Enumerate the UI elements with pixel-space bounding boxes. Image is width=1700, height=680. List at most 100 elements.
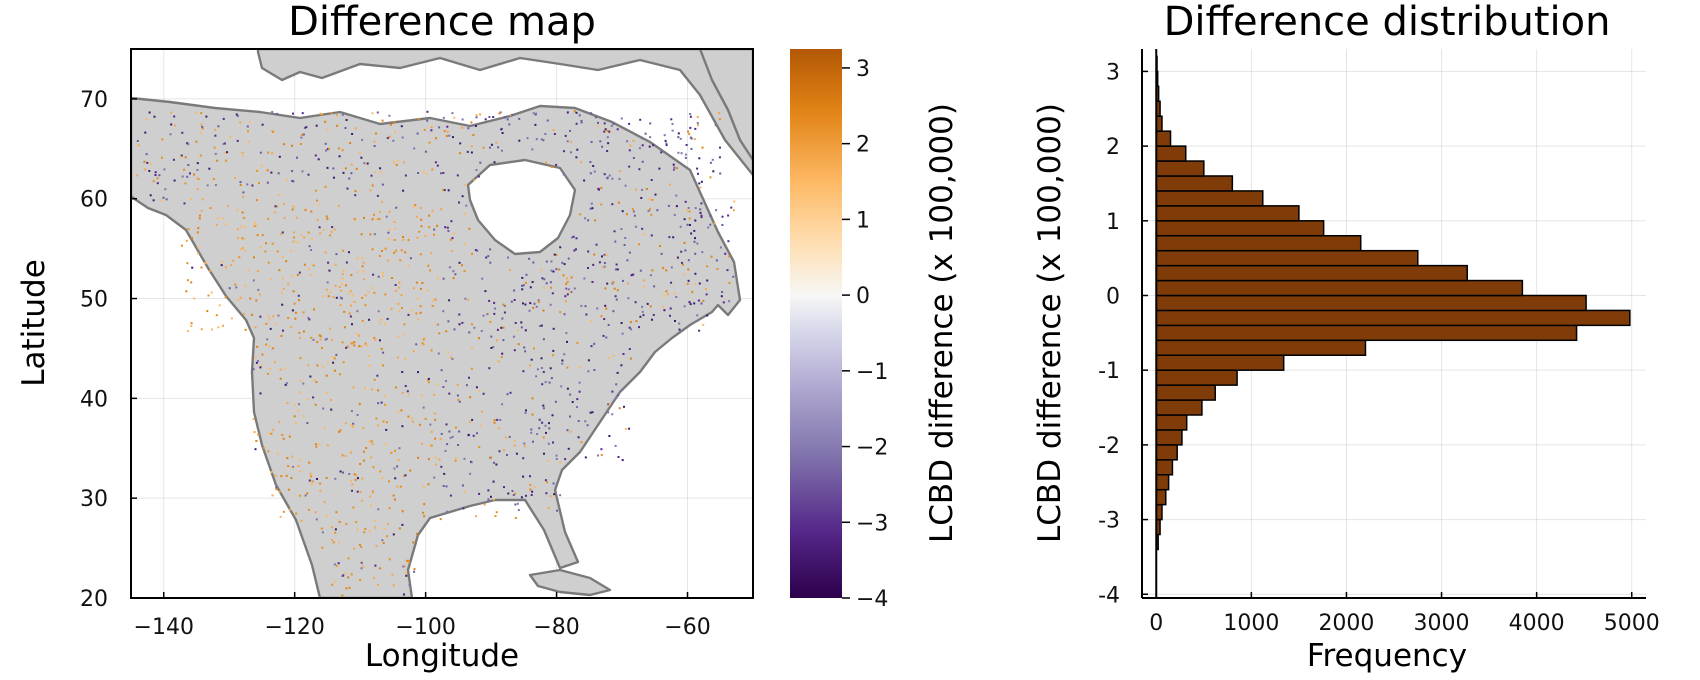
map-pixel	[416, 132, 419, 135]
map-pixel	[363, 531, 366, 534]
map-pixel	[382, 542, 385, 544]
map-pixel	[256, 199, 258, 202]
map-pixel	[279, 368, 282, 371]
map-pixel	[137, 144, 140, 147]
map-pixel	[535, 138, 538, 141]
map-xtick-label: −120	[264, 615, 324, 640]
map-pixel	[718, 156, 721, 159]
map-pixel	[537, 299, 540, 302]
map-pixel	[428, 226, 431, 229]
map-pixel	[347, 557, 350, 560]
map-pixel	[321, 546, 324, 549]
map-pixel	[530, 431, 533, 434]
map-pixel	[407, 561, 410, 564]
map-pixel	[511, 113, 514, 116]
map-pixel	[553, 493, 556, 496]
map-pixel	[282, 143, 285, 146]
map-pixel	[404, 474, 407, 477]
map-pixel	[569, 415, 571, 418]
map-pixel	[210, 291, 213, 294]
map-pixel	[286, 457, 289, 460]
map-pixel	[608, 130, 611, 133]
map-pixel	[181, 131, 184, 134]
map-pixel	[430, 349, 433, 352]
map-pixel	[292, 231, 295, 234]
map-pixel	[405, 572, 408, 575]
map-pixel	[220, 264, 223, 267]
map-pixel	[273, 211, 276, 214]
map-pixel	[373, 336, 376, 339]
map-pixel	[452, 277, 455, 280]
map-pixel	[688, 210, 691, 213]
map-pixel	[559, 461, 562, 464]
map-pixel	[326, 217, 329, 220]
map-pixel	[566, 387, 569, 390]
map-pixel	[531, 281, 534, 283]
map-pixel	[403, 565, 406, 568]
map-pixel	[724, 252, 727, 255]
map-pixel	[363, 162, 366, 165]
map-pixel	[461, 126, 464, 129]
map-pixel	[487, 489, 490, 492]
map-pixel	[378, 217, 381, 220]
map-pixel	[285, 178, 288, 181]
map-pixel	[181, 244, 183, 247]
map-pixel	[148, 111, 151, 114]
map-pixel	[456, 384, 459, 386]
map-pixel	[570, 151, 572, 154]
map-pixel	[422, 511, 425, 514]
map-pixel	[589, 172, 592, 175]
map-pixel	[143, 160, 146, 163]
map-pixel	[268, 345, 271, 348]
map-pixel	[596, 124, 599, 127]
map-pixel	[330, 230, 333, 233]
map-pixel	[270, 171, 273, 174]
map-pixel	[447, 229, 450, 232]
map-pixel	[254, 448, 257, 451]
map-pixel	[351, 294, 354, 297]
map-pixel	[253, 256, 255, 259]
map-pixel	[284, 383, 287, 386]
map-pixel	[313, 308, 315, 311]
map-pixel	[195, 140, 198, 143]
colorbar-tick-label: 3	[856, 57, 870, 82]
map-pixel	[196, 169, 199, 171]
map-pixel	[223, 151, 226, 154]
map-pixel	[529, 488, 532, 491]
map-pixel	[600, 203, 603, 206]
map-pixel	[434, 463, 437, 466]
map-pixel	[566, 140, 569, 143]
map-pixel	[200, 131, 202, 134]
map-pixel	[426, 119, 429, 122]
map-pixel	[576, 148, 579, 151]
map-pixel	[732, 209, 735, 212]
map-pixel	[452, 270, 455, 273]
map-pixel	[490, 495, 492, 498]
map-pixel	[572, 235, 575, 238]
map-pixel	[373, 233, 376, 236]
histogram-bar	[1155, 354, 1285, 371]
map-pixel	[497, 146, 500, 149]
map-pixel	[341, 277, 344, 280]
map-pixel	[683, 273, 686, 276]
map-pixel	[666, 293, 669, 296]
map-pixel	[394, 386, 397, 389]
map-pixel	[443, 472, 446, 475]
map-pixel	[447, 320, 450, 323]
map-pixel	[600, 187, 603, 190]
histogram-xtick-label: 4000	[1509, 611, 1565, 636]
map-pixel	[442, 386, 445, 388]
map-pixel	[356, 414, 359, 416]
map-pixel	[282, 510, 285, 513]
map-pixel	[292, 112, 294, 115]
map-pixel	[308, 479, 311, 482]
map-pixel	[698, 329, 701, 332]
map-pixel	[325, 515, 328, 518]
map-pixel	[364, 304, 367, 307]
map-pixel	[400, 409, 403, 412]
map-pixel	[191, 237, 193, 239]
map-pixel	[190, 281, 193, 284]
map-pixel	[396, 465, 399, 468]
map-pixel	[218, 304, 221, 307]
